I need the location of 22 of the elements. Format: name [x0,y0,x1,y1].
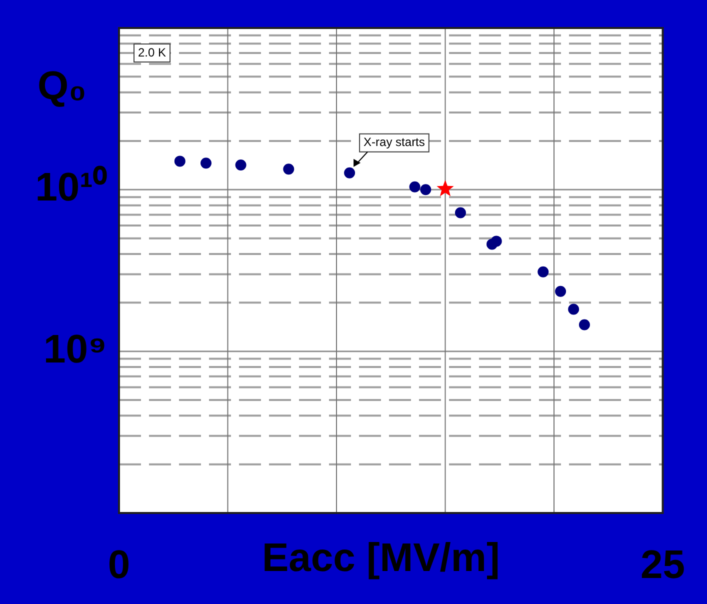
y-tick-label: 10⁹ [44,327,107,372]
y-tick-label: 10¹⁰ [35,166,107,210]
point [420,184,432,196]
annotation: X-ray starts [364,135,425,150]
annotation: 2.0 K [138,45,166,60]
x-axis-title: Eacc [MV/m] [262,536,500,580]
point [568,304,580,315]
point [174,156,186,167]
x-tick-label: 25 [640,543,686,588]
x-tick-label: 0 [108,543,130,588]
point [555,286,566,297]
point [235,160,246,171]
point [409,181,420,192]
point [283,164,294,175]
point [436,180,454,196]
point [454,207,466,218]
point [490,236,502,247]
point [344,167,356,178]
point [538,266,549,278]
point [200,158,212,169]
point [578,319,590,330]
y-axis-title: Q₀ [37,64,87,108]
